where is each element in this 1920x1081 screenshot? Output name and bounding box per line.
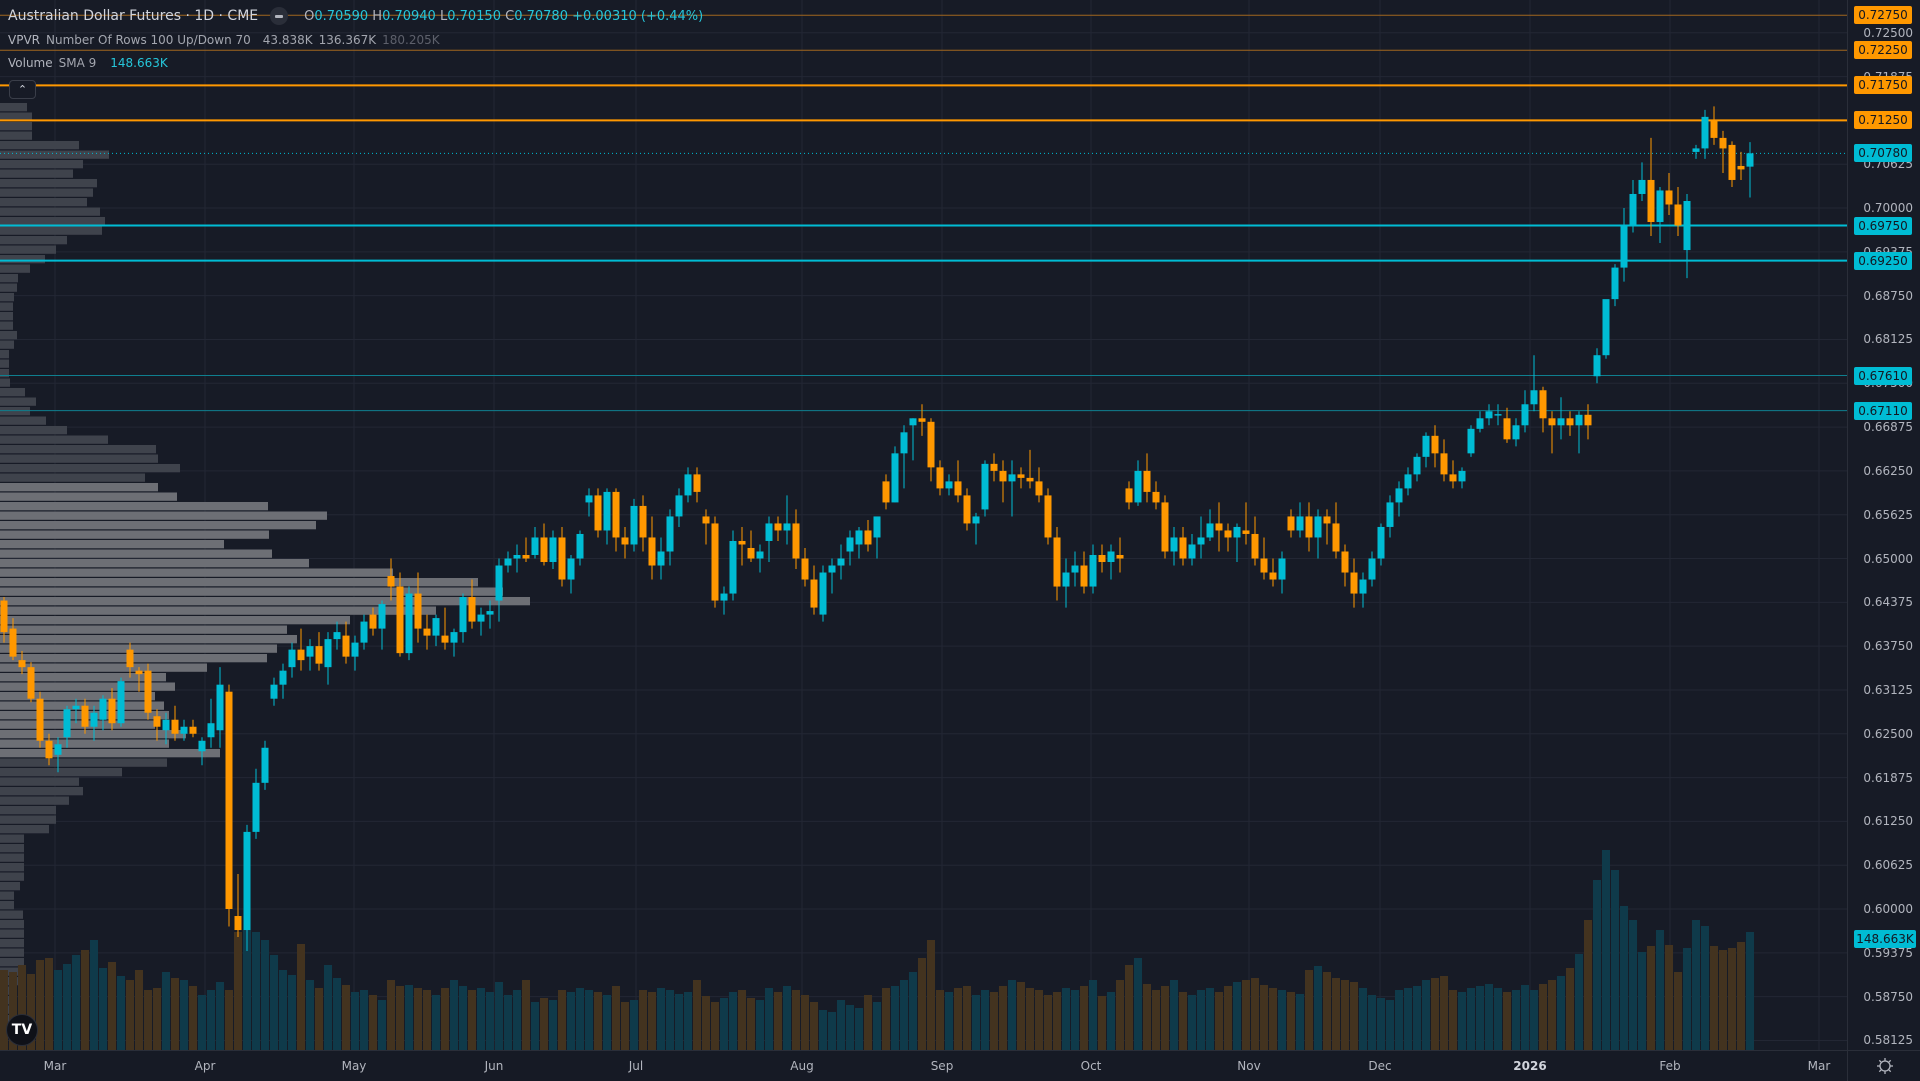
time-tick-label: Mar bbox=[43, 1059, 67, 1073]
collapse-legend-button[interactable]: ⌃ bbox=[9, 80, 36, 99]
horizontal-level-lines[interactable] bbox=[0, 0, 1847, 1050]
vpvr-total-volume: 180.205K bbox=[382, 33, 440, 47]
hide-indicator-icon[interactable] bbox=[270, 7, 289, 25]
price-tick-label: 0.68125 bbox=[1863, 332, 1913, 347]
time-tick-label: Jul bbox=[628, 1059, 644, 1073]
price-tick-label: 0.64375 bbox=[1863, 595, 1913, 610]
chevron-up-icon: ⌃ bbox=[17, 83, 28, 96]
low-label: L bbox=[439, 8, 448, 24]
price-level-tag: 0.67610 bbox=[1854, 366, 1912, 385]
price-tick-label: 0.66250 bbox=[1863, 463, 1913, 478]
price-tick-label: 0.60625 bbox=[1863, 858, 1913, 873]
time-tick-label: Oct bbox=[1080, 1059, 1102, 1073]
time-tick-label: May bbox=[341, 1059, 367, 1073]
ohlc-values: O0.70590 H0.70940 L0.70150 C0.70780 +0.0… bbox=[304, 9, 703, 24]
vpvr-down-volume: 136.367K bbox=[318, 33, 377, 47]
vpvr-legend[interactable]: VPVR Number Of Rows 100 Up/Down 70 43.83… bbox=[8, 33, 440, 47]
time-tick-label: Apr bbox=[194, 1059, 216, 1073]
time-axis[interactable]: Mar Apr May Jun Jul Aug Sep Oct Nov Dec 2026 Feb Mar bbox=[0, 1050, 1847, 1081]
price-tick-label: 0.63750 bbox=[1863, 639, 1913, 654]
price-tick-label: 0.61250 bbox=[1863, 814, 1913, 829]
high-label: H bbox=[372, 8, 383, 24]
volume-profile bbox=[0, 103, 530, 1043]
open-value: 0.70590 bbox=[314, 8, 369, 24]
price-axis[interactable]: 0.725000.718750.706250.700000.693750.687… bbox=[1847, 0, 1920, 1050]
price-tick-label: 0.70000 bbox=[1863, 201, 1913, 215]
volume-name: Volume bbox=[8, 56, 53, 70]
price-tick-label: 0.65000 bbox=[1863, 551, 1913, 566]
volume-legend[interactable]: Volume SMA 9 148.663K bbox=[8, 56, 168, 70]
price-level-tag: 0.69750 bbox=[1854, 216, 1912, 235]
symbol-legend: Australian Dollar Futures · 1D · CME O0.… bbox=[8, 7, 703, 25]
vpvr-up-volume: 43.838K bbox=[262, 33, 313, 47]
time-tick-label: Mar bbox=[1807, 1059, 1831, 1073]
chart-settings-button[interactable] bbox=[1847, 1050, 1920, 1081]
time-tick-label: Aug bbox=[790, 1059, 814, 1073]
price-tick-label: 0.65625 bbox=[1863, 507, 1913, 522]
price-tick-label: 0.62500 bbox=[1863, 726, 1913, 741]
candlestick-series bbox=[0, 106, 1754, 952]
price-tick-label: 0.61875 bbox=[1863, 770, 1913, 785]
price-level-tag: 0.69250 bbox=[1854, 251, 1912, 270]
tradingview-logo[interactable]: TV bbox=[6, 1014, 38, 1046]
change-value: +0.00310 (+0.44%) bbox=[572, 8, 704, 24]
price-tick-label: 0.60000 bbox=[1863, 902, 1913, 916]
time-tick-label: Nov bbox=[1237, 1059, 1261, 1073]
price-tick-label: 0.63125 bbox=[1863, 682, 1913, 697]
price-tick-label: 0.59375 bbox=[1863, 945, 1913, 960]
chart-pane[interactable]: Australian Dollar Futures · 1D · CME O0.… bbox=[0, 0, 1847, 1050]
price-tick-label: 0.58125 bbox=[1863, 1033, 1913, 1048]
volume-sma-tag: 148.663K bbox=[1854, 930, 1916, 948]
time-tick-label: 2026 bbox=[1513, 1059, 1547, 1073]
price-level-tag: 0.70780 bbox=[1854, 144, 1912, 163]
low-value: 0.70150 bbox=[447, 8, 501, 24]
price-level-tag: 0.72750 bbox=[1854, 6, 1912, 25]
price-level-tag: 0.67110 bbox=[1854, 401, 1912, 420]
vpvr-name: VPVR bbox=[8, 33, 40, 47]
tradingview-logo-icon: TV bbox=[11, 1022, 33, 1038]
symbol-title[interactable]: Australian Dollar Futures · 1D · CME bbox=[8, 8, 259, 24]
price-level-tag: 0.72250 bbox=[1854, 41, 1912, 60]
price-tick-label: 0.68750 bbox=[1863, 288, 1913, 303]
close-label: C bbox=[505, 8, 515, 24]
price-level-tag: 0.71250 bbox=[1854, 111, 1912, 130]
time-tick-label: Jun bbox=[484, 1059, 504, 1073]
price-tick-label: 0.72500 bbox=[1863, 25, 1913, 40]
price-tick-label: 0.66875 bbox=[1863, 420, 1913, 435]
open-label: O bbox=[304, 8, 315, 24]
time-tick-label: Sep bbox=[930, 1059, 954, 1073]
time-tick-label: Feb bbox=[1659, 1059, 1681, 1073]
volume-bars bbox=[0, 850, 1754, 1050]
price-tick-label: 0.58750 bbox=[1863, 989, 1913, 1004]
gear-icon bbox=[1876, 1058, 1893, 1074]
close-value: 0.70780 bbox=[514, 8, 568, 24]
vpvr-params: Number Of Rows 100 Up/Down 70 bbox=[46, 33, 251, 47]
volume-sma-value: 148.663K bbox=[110, 56, 168, 70]
time-tick-label: Dec bbox=[1368, 1059, 1392, 1073]
volume-params: SMA 9 bbox=[58, 56, 97, 70]
price-level-tag: 0.71750 bbox=[1854, 76, 1912, 95]
high-value: 0.70940 bbox=[382, 8, 436, 24]
